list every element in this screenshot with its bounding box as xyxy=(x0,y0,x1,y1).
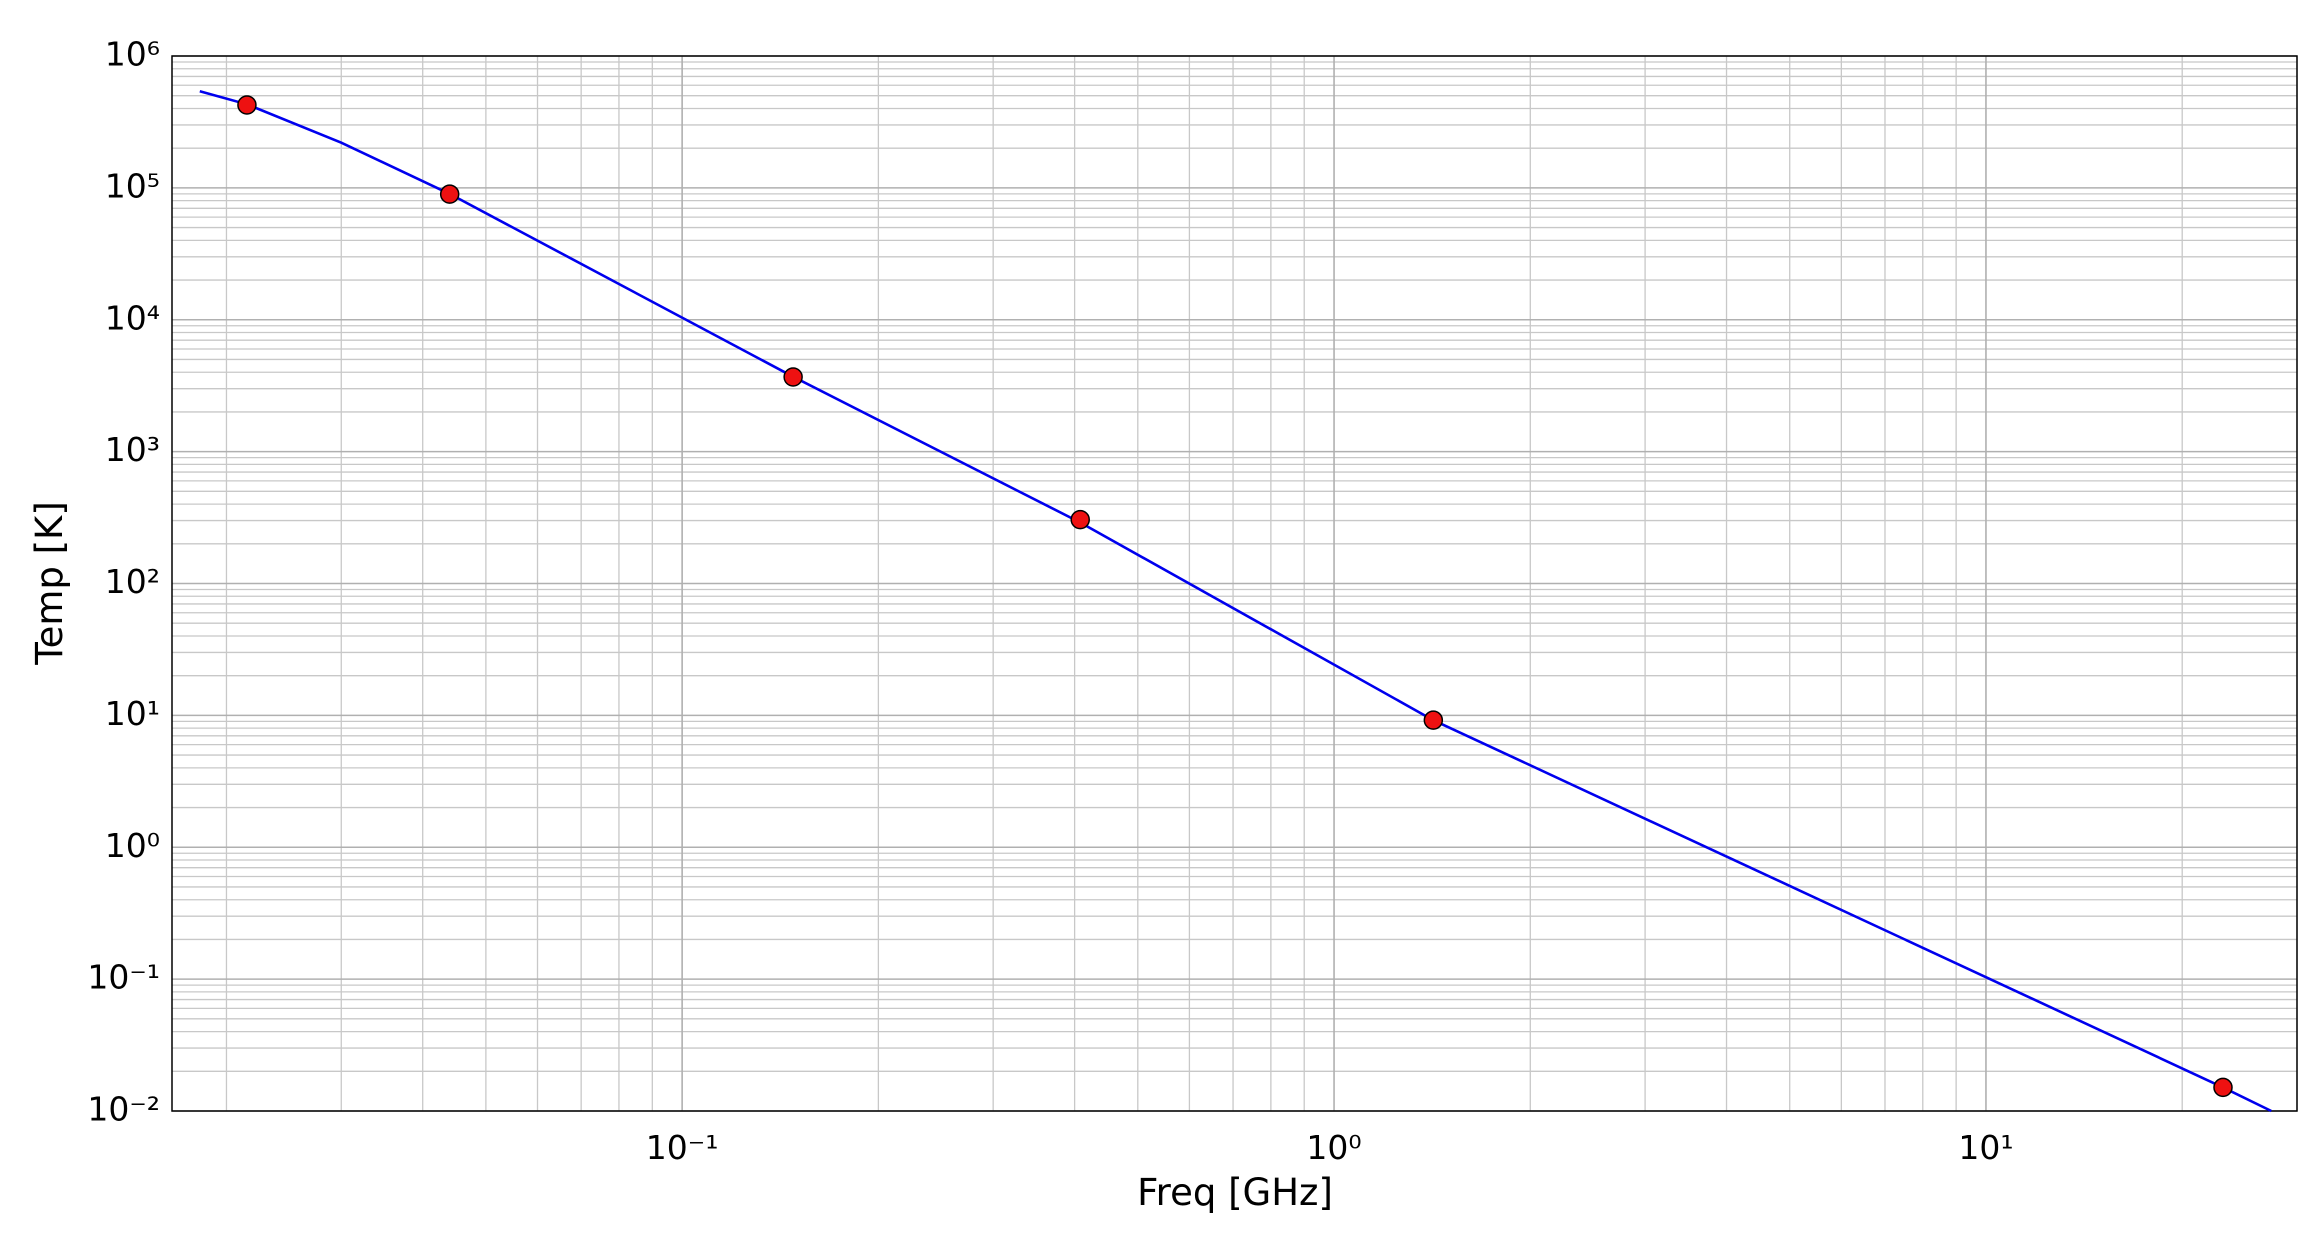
y-tick-label: 10⁴ xyxy=(105,298,160,337)
y-tick-label: 10⁵ xyxy=(105,166,160,205)
data-point xyxy=(1423,710,1444,730)
fit-line xyxy=(199,90,2272,1113)
y-tick-label: 10⁻¹ xyxy=(87,958,160,997)
y-tick-label: 10⁶ xyxy=(105,35,160,74)
y-axis-label: Temp [K] xyxy=(28,501,71,666)
y-tick-label: 10⁻² xyxy=(87,1090,160,1129)
y-tick-label: 10² xyxy=(105,562,160,601)
data-point xyxy=(783,367,803,387)
plot-frame xyxy=(171,55,2298,1112)
y-tick-label: 10¹ xyxy=(105,694,160,733)
x-tick-label: 10¹ xyxy=(1958,1128,2013,1167)
x-tick-label: 10⁰ xyxy=(1306,1128,1361,1167)
data-point xyxy=(1070,509,1090,530)
data-point xyxy=(237,95,257,115)
x-axis-label: Freq [GHz] xyxy=(1137,1171,1333,1214)
y-tick-label: 10⁰ xyxy=(105,826,160,865)
data-point xyxy=(2213,1077,2233,1098)
x-tick-label: 10⁻¹ xyxy=(646,1128,719,1167)
y-tick-label: 10³ xyxy=(105,430,160,469)
data-point xyxy=(439,184,460,204)
